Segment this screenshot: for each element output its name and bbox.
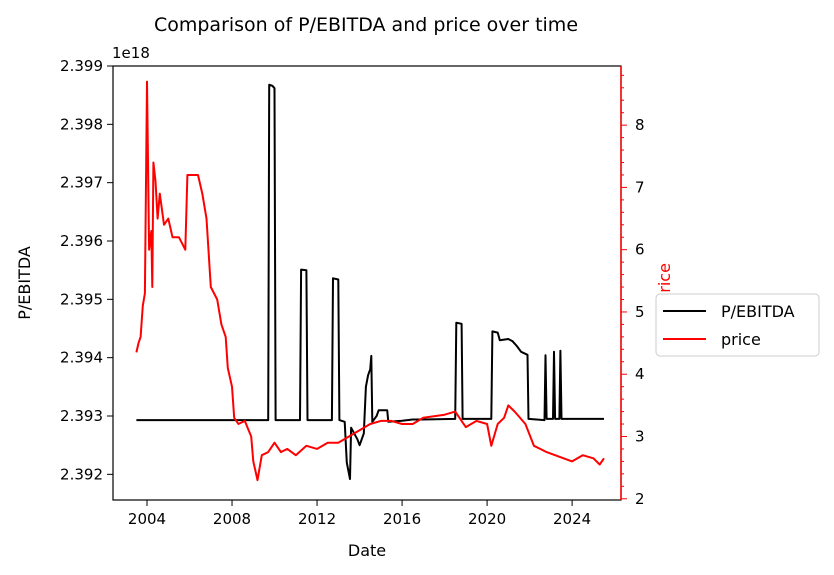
chart-title: Comparison of P/EBITDA and price over ti… [154, 14, 578, 36]
y-left-tick-label: 2.394 [60, 349, 103, 367]
plot-frame [112, 65, 622, 501]
y-left-tick-label: 2.392 [60, 465, 103, 483]
series-layer [135, 80, 605, 482]
y-right-tick-label: 3 [635, 427, 645, 445]
legend-label-pebitda: P/EBITDA [721, 302, 795, 321]
x-axis-label: Date [348, 541, 386, 560]
legend-frame [655, 293, 820, 357]
y-axis-right: 2 3 4 5 6 7 8 [620, 66, 645, 508]
x-tick-label: 2020 [468, 510, 506, 528]
series-line-price [135, 80, 605, 482]
y-right-tick-label: 4 [635, 365, 645, 383]
x-tick-label: 2004 [128, 510, 166, 528]
x-tick-label: 2008 [213, 510, 251, 528]
y-right-tick-label: 6 [635, 241, 645, 259]
x-axis: 2004 2008 2012 2016 2020 2024 [128, 500, 591, 528]
y-right-tick-label: 8 [635, 116, 645, 134]
series-line-pebitda [136, 83, 604, 480]
y-left-tick-label: 2.399 [60, 57, 103, 75]
y-right-tick-label: 7 [635, 178, 645, 196]
y-right-tick-label: 2 [635, 490, 645, 508]
y-axis-right-label: price [655, 263, 674, 303]
y-left-tick-label: 2.393 [60, 407, 103, 425]
y-axis-left-label: P/EBITDA [15, 246, 34, 320]
legend: P/EBITDA price [655, 293, 820, 357]
y-left-tick-label: 2.398 [60, 115, 103, 133]
y-left-tick-label: 2.397 [60, 174, 103, 192]
x-tick-label: 2012 [298, 510, 336, 528]
left-axis-offset-text: 1e18 [112, 44, 150, 62]
y-right-tick-label: 5 [635, 303, 645, 321]
y-left-tick-label: 2.396 [60, 232, 103, 250]
y-axis-left: 2.392 2.393 2.394 2.395 2.396 2.397 2.398 2.399 [60, 57, 113, 483]
y-left-tick-label: 2.395 [60, 290, 103, 308]
legend-label-price: price [721, 330, 761, 349]
x-tick-label: 2024 [553, 510, 591, 528]
x-tick-label: 2016 [383, 510, 421, 528]
